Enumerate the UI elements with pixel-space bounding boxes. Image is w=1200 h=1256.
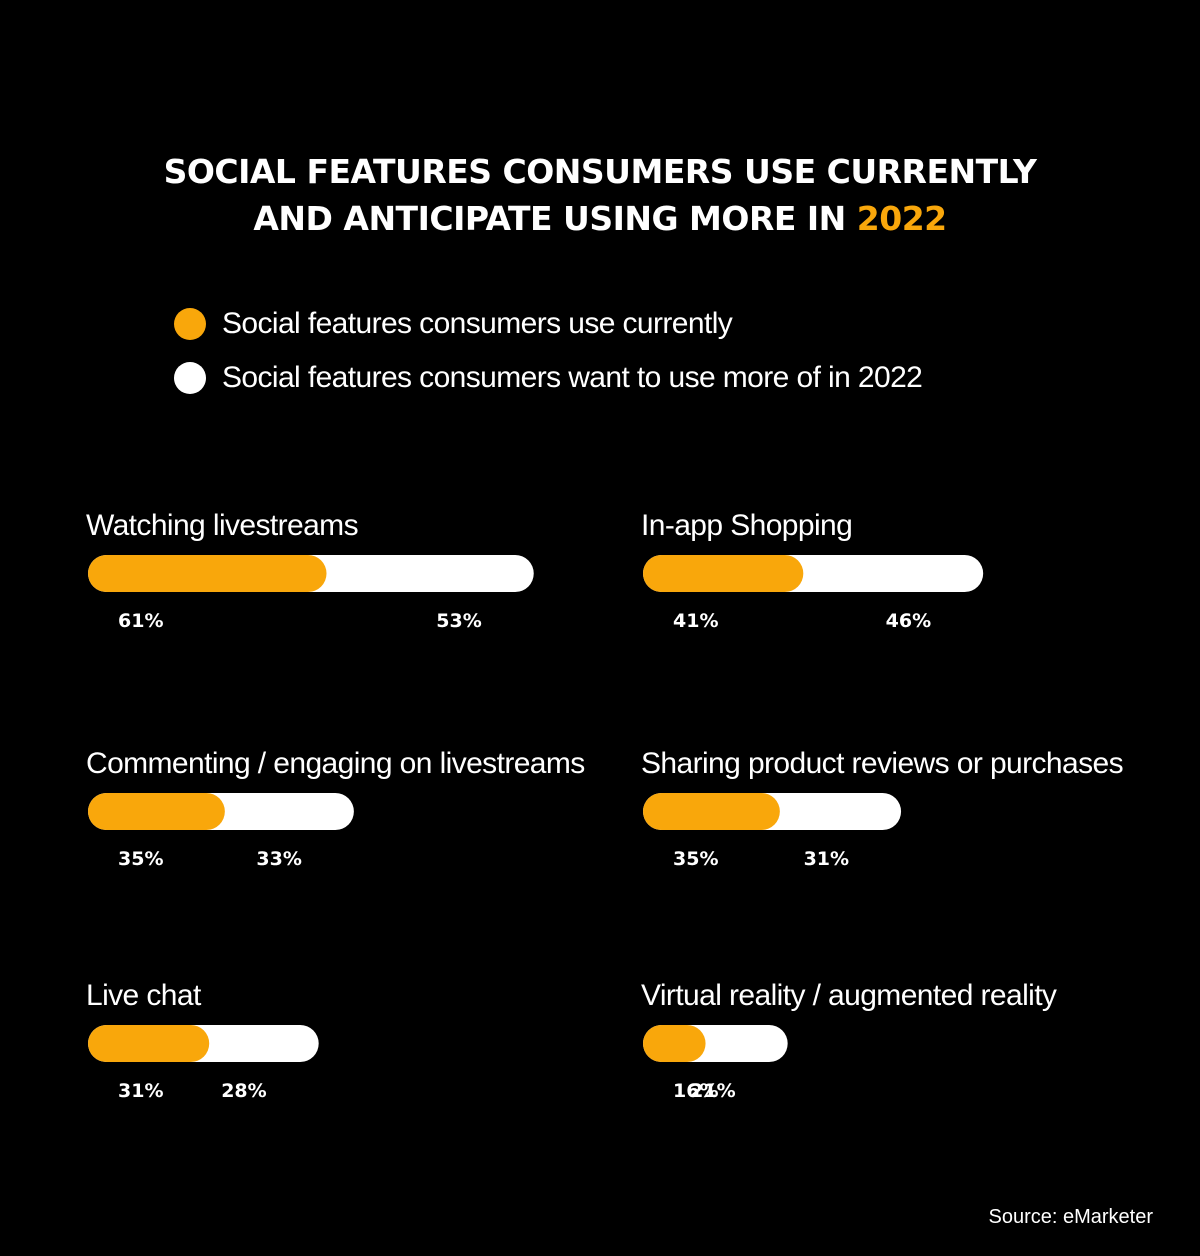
bar-current	[643, 1025, 706, 1062]
legend-swatch-want-more	[174, 362, 206, 394]
chart-title-year: 2022	[856, 199, 947, 238]
bar-group-5: Live chat 31% 28%	[86, 979, 319, 1102]
value-label-want-more: 46%	[886, 610, 931, 632]
chart-title-line-2: AND ANTICIPATE USING MORE IN	[253, 199, 857, 238]
value-label-current: 61%	[118, 610, 163, 632]
chart-title: SOCIAL FEATURES CONSUMERS USE CURRENTLY …	[0, 148, 1200, 242]
bar-current	[88, 555, 327, 592]
value-label-want-more: 28%	[221, 1080, 266, 1102]
bar-current	[643, 793, 780, 830]
category-label: In-app Shopping	[641, 509, 852, 542]
category-label: Watching livestreams	[86, 509, 358, 542]
value-label-current: 41%	[673, 610, 718, 632]
legend-label-want-more: Social features consumers want to use mo…	[222, 361, 923, 394]
value-label-current: 16%	[673, 1080, 718, 1102]
legend-item-want-more: Social features consumers want to use mo…	[174, 354, 923, 402]
value-label-want-more: 31%	[804, 848, 849, 870]
bar-group-1: Watching livestreams 61% 53%	[86, 509, 534, 632]
legend-item-current: Social features consumers use currently	[174, 300, 733, 348]
bar-current	[643, 555, 804, 592]
legend-swatch-current	[174, 308, 206, 340]
legend-label-current: Social features consumers use currently	[222, 307, 733, 340]
value-label-want-more: 53%	[436, 610, 481, 632]
bar-group-4: Sharing product reviews or purchases 35% 3…	[641, 747, 1124, 870]
chart-title-line-1: SOCIAL FEATURES CONSUMERS USE CURRENTLY	[163, 152, 1037, 191]
category-label: Virtual reality / augmented reality	[641, 979, 1057, 1012]
value-label-current: 31%	[118, 1080, 163, 1102]
bar-current	[88, 1025, 210, 1062]
category-label: Commenting / engaging on livestreams	[86, 747, 585, 780]
bar-group-3: Commenting / engaging on livestreams 35% 3…	[86, 747, 585, 870]
bar-group-2: In-app Shopping 41% 46%	[641, 509, 984, 632]
source-note: Source: eMarketer	[988, 1206, 1153, 1228]
bar-current	[88, 793, 225, 830]
value-label-want-more: 21%	[690, 1080, 735, 1102]
value-label-current: 35%	[118, 848, 163, 870]
category-label: Live chat	[86, 979, 202, 1012]
value-label-current: 35%	[673, 848, 718, 870]
category-label: Sharing product reviews or purchases	[641, 747, 1123, 780]
bar-group-6: Virtual reality / augmented reality 16%21…	[641, 979, 1058, 1102]
value-label-want-more: 33%	[256, 848, 301, 870]
